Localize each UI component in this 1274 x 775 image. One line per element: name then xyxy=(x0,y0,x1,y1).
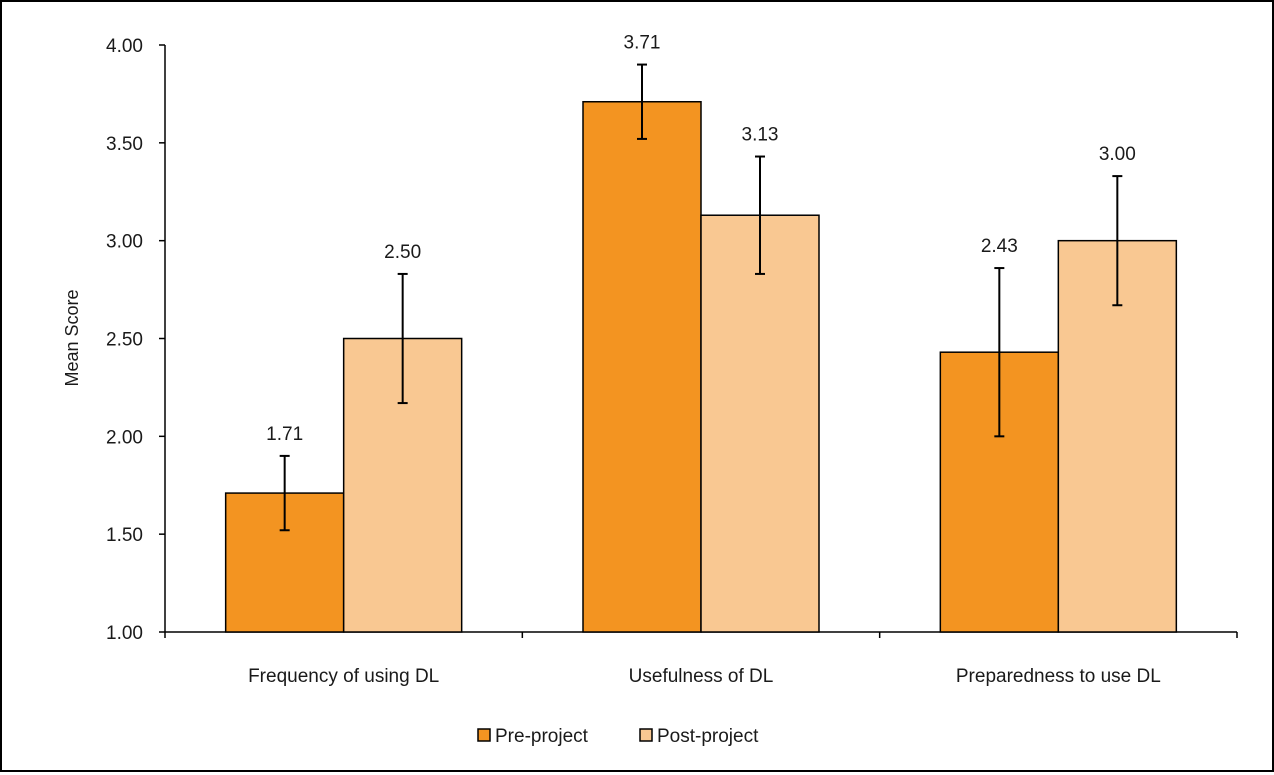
x-category-label: Frequency of using DL xyxy=(248,666,439,687)
y-axis-ticks: 1.00 1.50 2.00 2.50 3.00 3.50 4.00 xyxy=(106,36,165,644)
data-label: 2.50 xyxy=(384,242,421,263)
y-tick-label: 3.50 xyxy=(106,134,143,155)
y-tick-label: 2.00 xyxy=(106,427,143,448)
y-tick-label: 4.00 xyxy=(106,36,143,57)
legend: Pre-project Post-project xyxy=(477,726,759,747)
y-tick-label: 3.00 xyxy=(106,232,143,253)
value-labels: 1.71 2.50 3.71 3.13 2.43 3.00 xyxy=(266,33,1136,445)
data-label: 3.71 xyxy=(624,33,661,54)
y-tick-label: 1.00 xyxy=(106,623,143,644)
data-label: 2.43 xyxy=(981,236,1018,257)
data-label: 1.71 xyxy=(266,424,303,445)
legend-swatch xyxy=(477,728,491,742)
bar-pre-project xyxy=(582,100,702,633)
y-tick-label: 1.50 xyxy=(106,525,143,546)
x-category-label: Preparedness to use DL xyxy=(956,666,1161,687)
data-label: 3.00 xyxy=(1099,144,1136,165)
x-axis-labels: Frequency of using DL Usefulness of DL Pre… xyxy=(248,666,1161,687)
y-axis-title-group: Mean Score xyxy=(62,289,82,386)
y-axis-title: Mean Score xyxy=(62,289,82,386)
bars xyxy=(224,100,1178,633)
legend-label: Post-project xyxy=(657,726,759,747)
error-bars xyxy=(279,63,1123,532)
bar-post-project xyxy=(700,214,820,633)
legend-swatch xyxy=(639,728,653,742)
y-tick-label: 2.50 xyxy=(106,330,143,351)
legend-label: Pre-project xyxy=(495,726,589,747)
x-category-label: Usefulness of DL xyxy=(629,666,774,687)
data-label: 3.13 xyxy=(742,125,779,146)
